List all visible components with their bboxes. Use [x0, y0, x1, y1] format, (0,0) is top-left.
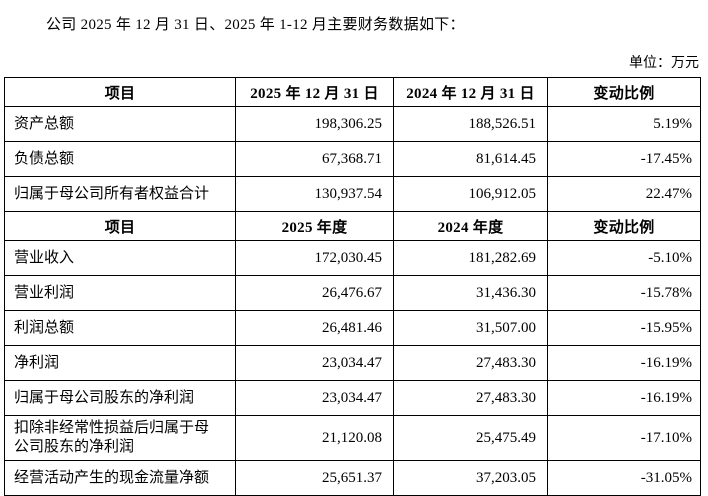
value-2024-cell: 25,475.49 [393, 415, 548, 461]
change-cell: -16.19% [547, 345, 701, 381]
column-header: 2024 年度 [393, 211, 548, 241]
item-cell: 净利润 [4, 345, 236, 381]
value-2024-cell: 31,507.00 [393, 310, 548, 346]
header-row-section-2: 项目 2025 年度 2024 年度 变动比例 [4, 211, 701, 241]
value-2024-cell: 31,436.30 [393, 275, 548, 311]
value-2025-cell: 67,368.71 [235, 141, 394, 177]
table-row: 负债总额 67,368.71 81,614.45 -17.45% [4, 141, 701, 177]
financial-data-table: 项目 2025 年 12 月 31 日 2024 年 12 月 31 日变动比例 资产… [4, 77, 701, 496]
table-row: 归属于母公司股东的净利润 23,034.47 27,483.30 -16.19% [4, 380, 701, 416]
value-2024-cell: 81,614.45 [393, 141, 548, 177]
item-cell: 归属于母公司所有者权益合计 [4, 176, 236, 212]
change-cell: -31.05% [547, 460, 701, 496]
financial-table-body: 项目 2025 年 12 月 31 日 2024 年 12 月 31 日变动比例 资产… [4, 77, 701, 496]
change-cell: -17.10% [547, 415, 701, 461]
item-cell: 经营活动产生的现金流量净额 [4, 460, 236, 496]
change-cell: 5.19% [547, 106, 701, 142]
column-header: 2024 年 12 月 31 日 [393, 77, 548, 107]
value-2024-cell: 27,483.30 [393, 380, 548, 416]
value-2025-cell: 25,651.37 [235, 460, 394, 496]
header-row-section-1: 项目 2025 年 12 月 31 日 2024 年 12 月 31 日变动比例 [4, 77, 701, 107]
change-cell: 22.47% [547, 176, 701, 212]
value-2025-cell: 23,034.47 [235, 345, 394, 381]
value-2024-cell: 181,282.69 [393, 240, 548, 276]
column-header: 变动比例 [547, 77, 701, 107]
value-2024-cell: 106,912.05 [393, 176, 548, 212]
item-cell: 利润总额 [4, 310, 236, 346]
table-row: 营业收入 172,030.45 181,282.69 -5.10% [4, 240, 701, 276]
item-cell: 负债总额 [4, 141, 236, 177]
document-title: 公司 2025 年 12 月 31 日、2025 年 1-12 月主要财务数据如… [46, 17, 465, 33]
item-cell: 归属于母公司股东的净利润 [4, 380, 236, 416]
value-2025-cell: 26,476.67 [235, 275, 394, 311]
table-row: 利润总额 26,481.46 31,507.00 -15.95% [4, 310, 701, 346]
table-row: 营业利润 26,476.67 31,436.30 -15.78% [4, 275, 701, 311]
value-2025-cell: 21,120.08 [235, 415, 394, 461]
column-header: 项目 [4, 77, 236, 107]
table-row: 净利润 23,034.47 27,483.30 -16.19% [4, 345, 701, 381]
item-cell: 资产总额 [4, 106, 236, 142]
item-cell: 营业利润 [4, 275, 236, 311]
table-row: 资产总额 198,306.25 188,526.51 5.19% [4, 106, 701, 142]
value-2024-cell: 188,526.51 [393, 106, 548, 142]
column-header: 项目 [4, 211, 236, 241]
column-header: 2025 年度 [235, 211, 394, 241]
change-cell: -17.45% [547, 141, 701, 177]
table-row: 经营活动产生的现金流量净额 25,651.37 37,203.05 -31.05% [4, 460, 701, 496]
value-2024-cell: 27,483.30 [393, 345, 548, 381]
table-row: 归属于母公司所有者权益合计 130,937.54 106,912.05 22.47% [4, 176, 701, 212]
item-cell: 营业收入 [4, 240, 236, 276]
column-header: 2025 年 12 月 31 日 [235, 77, 394, 107]
unit-label: 单位：万元 [629, 56, 699, 71]
value-2025-cell: 130,937.54 [235, 176, 394, 212]
column-header: 变动比例 [547, 211, 701, 241]
change-cell: -15.95% [547, 310, 701, 346]
value-2025-cell: 26,481.46 [235, 310, 394, 346]
change-cell: -5.10% [547, 240, 701, 276]
change-cell: -15.78% [547, 275, 701, 311]
document-page: 公司 2025 年 12 月 31 日、2025 年 1-12 月主要财务数据如… [0, 13, 708, 496]
value-2024-cell: 37,203.05 [393, 460, 548, 496]
value-2025-cell: 172,030.45 [235, 240, 394, 276]
table-row: 扣除非经常性损益后归属于母公司股东的净利润 21,120.08 25,475.49-… [4, 415, 701, 461]
item-cell: 扣除非经常性损益后归属于母公司股东的净利润 [4, 415, 236, 461]
value-2025-cell: 23,034.47 [235, 380, 394, 416]
change-cell: -16.19% [547, 380, 701, 416]
value-2025-cell: 198,306.25 [235, 106, 394, 142]
